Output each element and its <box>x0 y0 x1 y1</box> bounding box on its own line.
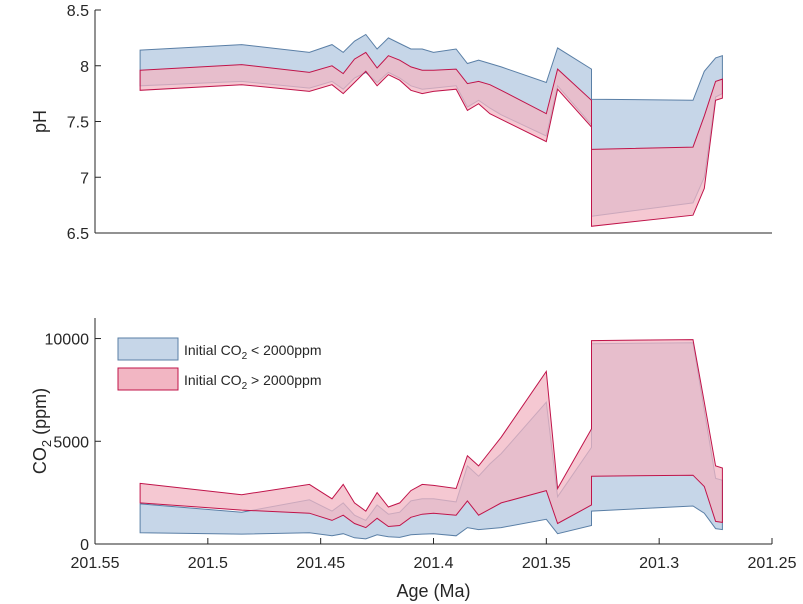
legend-label: Initial CO2 > 2000ppm <box>184 372 321 392</box>
y-tick-label: 6.5 <box>67 226 89 243</box>
x-tick-label: 201.55 <box>71 555 120 572</box>
x-tick-label: 201.25 <box>748 555 797 572</box>
y-axis-label: CO2 (ppm) <box>30 388 54 474</box>
legend-swatch <box>117 367 179 391</box>
x-axis-label: Age (Ma) <box>396 581 470 601</box>
x-tick-label: 201.45 <box>296 555 345 572</box>
series-band-high-initial-co2 <box>139 339 723 529</box>
series-band-high-initial-co2 <box>139 51 723 227</box>
y-tick-label: 5000 <box>53 434 89 451</box>
y-axis-label: pH <box>30 110 50 133</box>
x-tick-label: 201.35 <box>522 555 571 572</box>
y-tick-label: 0 <box>80 537 89 554</box>
x-tick-label: 201.4 <box>413 555 453 572</box>
y-tick-label: 8 <box>80 59 89 76</box>
x-tick-label: 201.5 <box>188 555 228 572</box>
legend-label: Initial CO2 < 2000ppm <box>184 342 321 362</box>
co2-panel: 0 5000 10000 201.55 201.5 201.45 201.4 201.35 20… <box>30 318 797 601</box>
ph-panel: 6.5 7 7.5 8 8.5 pH <box>30 3 772 243</box>
y-tick-label: 10000 <box>45 332 90 349</box>
y-tick-label: 8.5 <box>67 3 89 20</box>
x-tick-label: 201.3 <box>639 555 679 572</box>
legend: Initial CO2 < 2000ppm Initial CO2 > 2000p… <box>117 337 321 392</box>
y-tick-label: 7 <box>80 170 89 187</box>
legend-swatch <box>117 337 179 361</box>
y-tick-label: 7.5 <box>67 115 89 132</box>
